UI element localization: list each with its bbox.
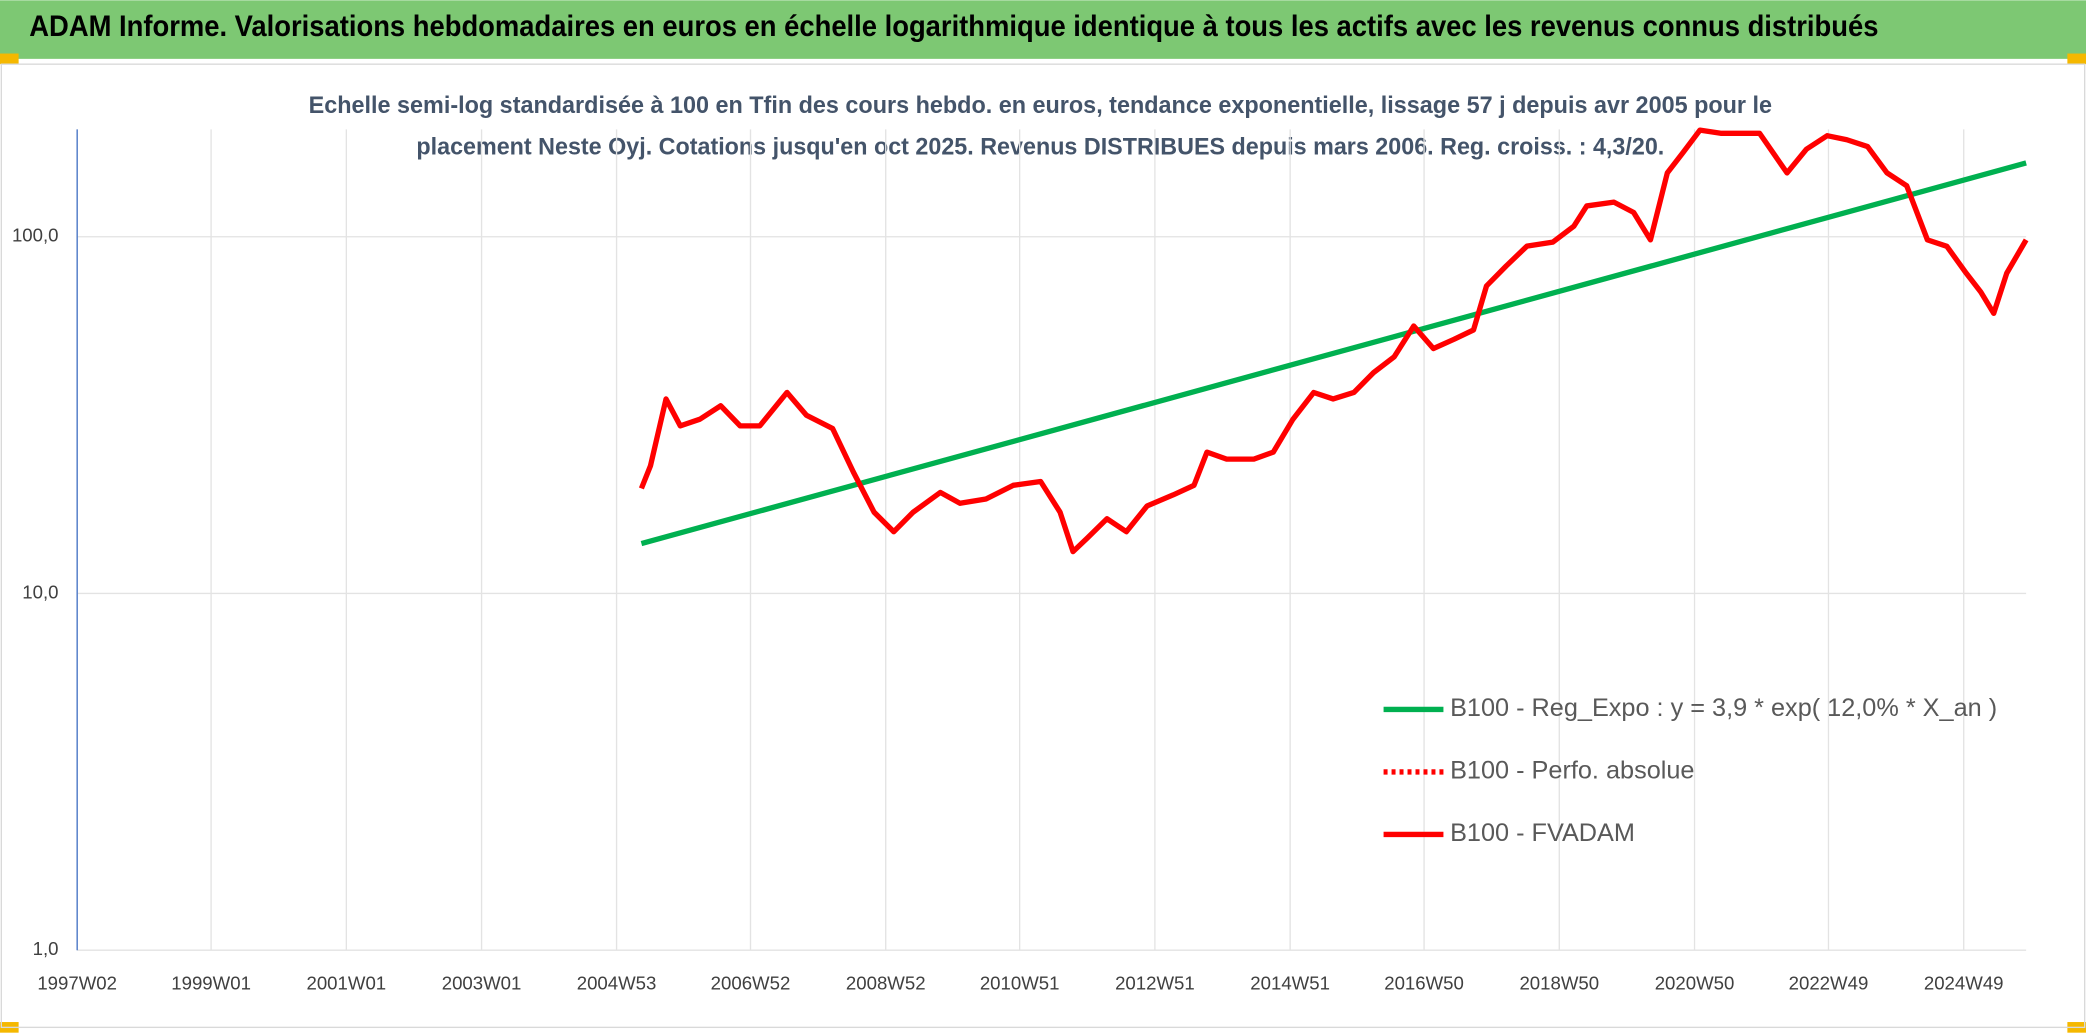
corner-accent — [0, 53, 19, 65]
subtitle: Echelle semi-log standardisée à 100 en T… — [309, 92, 1772, 119]
x-tick-label: 2012W51 — [1115, 973, 1195, 994]
corner-accent — [2067, 53, 2086, 65]
title-banner — [0, 0, 2086, 59]
x-tick-label: 2003W01 — [442, 973, 522, 994]
x-tick-label: 1999W01 — [171, 973, 251, 994]
x-tick-label: 2010W51 — [980, 973, 1060, 994]
x-tick-label: 2018W50 — [1519, 973, 1599, 994]
legend-label: B100 - Perfo. absolue — [1450, 757, 1694, 785]
x-tick-label: 2001W01 — [306, 973, 386, 994]
x-tick-label: 2006W52 — [711, 973, 791, 994]
plot — [638, 127, 2029, 555]
x-tick-label: 2022W49 — [1789, 973, 1869, 994]
y-tick-label: 1,0 — [33, 938, 59, 959]
legend-label: B100 - Reg_Expo : y = 3,9 * exp( 12,0% *… — [1450, 694, 1997, 722]
grid: 1997W02 1999W01 2001W01 2003W01 2004W53 2006W… — [12, 129, 2027, 994]
chart-title: ADAM Informe. Valorisations hebdomadaire… — [29, 11, 1878, 43]
x-tick-label: 2016W50 — [1384, 973, 1464, 994]
x-tick-label: 2004W53 — [577, 973, 657, 994]
y-tick-label: 100,0 — [12, 225, 59, 246]
x-tick-label: 2014W51 — [1250, 973, 1330, 994]
series-line — [640, 160, 2027, 547]
x-tick-label: 2020W50 — [1655, 973, 1735, 994]
x-tick-label: 2024W49 — [1924, 973, 2004, 994]
series-line — [638, 127, 2029, 555]
legend: B100 - Reg_Expo : y = 3,9 * exp( 12,0% *… — [1383, 694, 1997, 847]
x-tick-label: 2008W52 — [846, 973, 926, 994]
x-tick-label: 1997W02 — [37, 973, 117, 994]
y-tick-label: 10,0 — [22, 581, 58, 602]
plot-frame — [0, 63, 2086, 1029]
subtitle: placement Neste Oyj. Cotations jusqu'en … — [416, 133, 1664, 160]
legend-label: B100 - FVADAM — [1450, 819, 1635, 847]
